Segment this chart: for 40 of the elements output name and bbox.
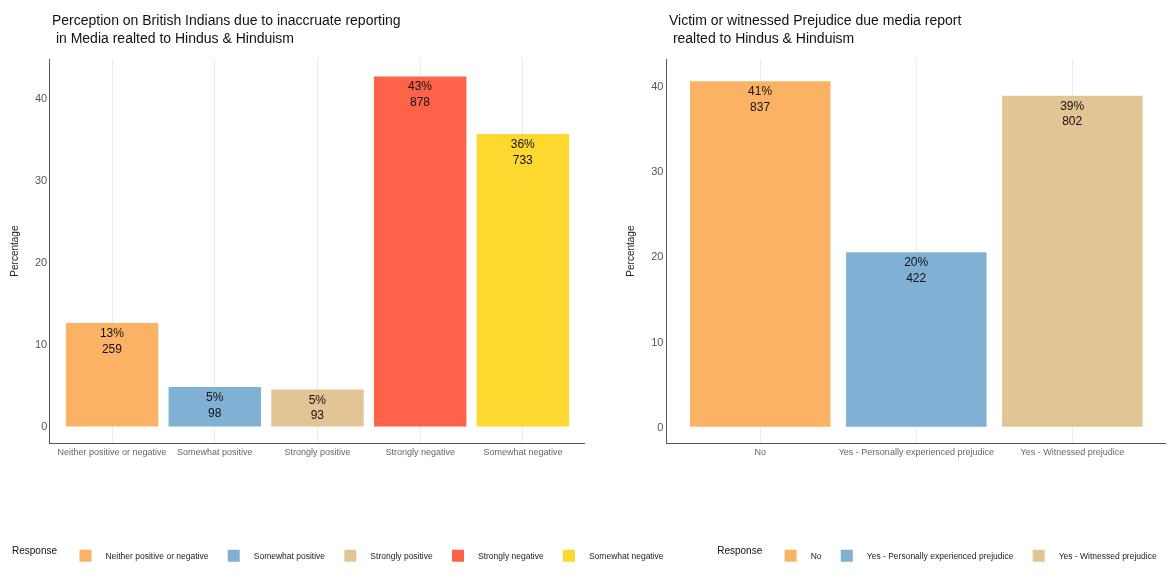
data-label: 41% 837 — [748, 84, 773, 114]
data-label: 36% 733 — [510, 136, 536, 167]
legend-label: Strongly negative — [477, 551, 544, 562]
y-tick-label: 10 — [651, 335, 664, 348]
y-tick-label: 40 — [651, 80, 664, 93]
x-tick-label: No — [754, 446, 767, 457]
y-tick-label: 20 — [651, 250, 664, 263]
legend-label: Somewhat positive — [253, 551, 326, 562]
legend-title: Response — [717, 545, 763, 557]
y-tick-label: 30 — [651, 165, 664, 178]
x-tick-label: Somewhat negative — [483, 446, 563, 457]
x-tick-label: Somewhat positive — [177, 446, 253, 457]
data-label: 13% 259 — [99, 325, 125, 356]
y-tick-label: 40 — [35, 91, 48, 104]
y-tick-label: 0 — [657, 420, 664, 433]
chart-title: Victim or witnessed Prejudice due media report realted to Hindus & Hinduism — [669, 12, 962, 47]
y-axis-title: Percentage — [625, 225, 637, 277]
x-tick-label: Yes - Personally experienced prejudice — [838, 446, 994, 457]
data-label: 39% 802 — [1060, 98, 1085, 129]
x-tick-label: Strongly positive — [284, 446, 351, 457]
chart-title: Perception on British Indians due to inaccruate reporting in Media realted to Hindus & Hinduism — [52, 12, 401, 47]
data-label: 5% 98 — [205, 390, 224, 420]
legend-title: Response — [12, 545, 58, 557]
x-tick-label: Strongly negative — [385, 446, 455, 457]
x-tick-label: Neither positive or negative — [57, 446, 167, 457]
y-tick-label: 10 — [35, 338, 48, 351]
data-label: 43% 878 — [408, 79, 433, 110]
legend-label: Somewhat negative — [588, 551, 664, 562]
y-axis-title: Percentage — [9, 225, 21, 277]
y-tick-label: 20 — [35, 256, 48, 269]
y-tick-label: 30 — [35, 173, 48, 186]
data-label: 5% 93 — [308, 392, 327, 423]
legend-label: No — [810, 551, 822, 562]
legend-label: Yes - Personally experienced prejudice — [866, 551, 1014, 562]
y-tick-label: 0 — [41, 420, 48, 433]
data-label: 20% 422 — [904, 255, 929, 285]
legend-label: Strongly positive — [370, 551, 433, 562]
x-tick-label: Yes - Witnessed prejudice — [1020, 446, 1125, 457]
legend-label: Neither positive or negative — [105, 551, 209, 562]
legend-label: Yes - Witnessed prejudice — [1058, 551, 1157, 562]
